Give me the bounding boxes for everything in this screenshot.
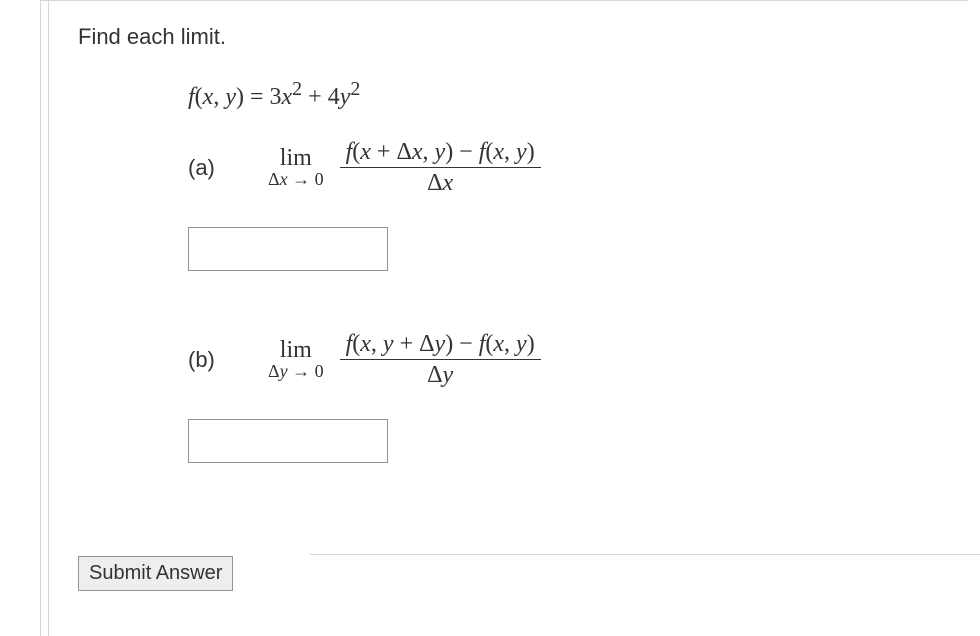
fraction-denominator: Δy [427,360,453,388]
part-a-label: (a) [188,155,268,181]
prompt-text: Find each limit. [78,24,948,50]
part-a-fraction: f(x + Δx, y) − f(x, y) Δx [340,139,541,197]
part-b-label: (b) [188,347,268,373]
part-a-row: (a) lim Δx → 0 f(x + Δx, y) − f(x, y) Δx [188,139,948,197]
part-b-row: (b) lim Δy → 0 f(x, y + Δy) − f(x, y) Δy [188,331,948,389]
left-gutter-border [40,0,48,636]
question-content: Find each limit. f(x, y) = 3x2 + 4y2 (a)… [78,24,948,523]
part-b-answer-input[interactable] [188,419,388,463]
fraction-numerator: f(x, y + Δy) − f(x, y) [340,331,541,360]
part-b-limit-expression: lim Δy → 0 f(x, y + Δy) − f(x, y) Δy [268,331,541,389]
footer-divider [310,554,980,555]
part-b-fraction: f(x, y + Δy) − f(x, y) Δy [340,331,541,389]
fraction-numerator: f(x + Δx, y) − f(x, y) [340,139,541,168]
submit-answer-button[interactable]: Submit Answer [78,556,233,591]
lim-approach: Δx → 0 [268,170,324,190]
part-b-lim: lim Δy → 0 [268,338,324,382]
lim-approach: Δy → 0 [268,362,324,382]
part-a-lim: lim Δx → 0 [268,146,324,190]
fraction-denominator: Δx [427,168,453,196]
function-definition: f(x, y) = 3x2 + 4y2 [188,78,948,111]
lim-text: lim [280,146,312,170]
submit-row: Submit Answer [78,556,233,591]
part-a-limit-expression: lim Δx → 0 f(x + Δx, y) − f(x, y) Δx [268,139,541,197]
lim-text: lim [280,338,312,362]
part-a-answer-input[interactable] [188,227,388,271]
